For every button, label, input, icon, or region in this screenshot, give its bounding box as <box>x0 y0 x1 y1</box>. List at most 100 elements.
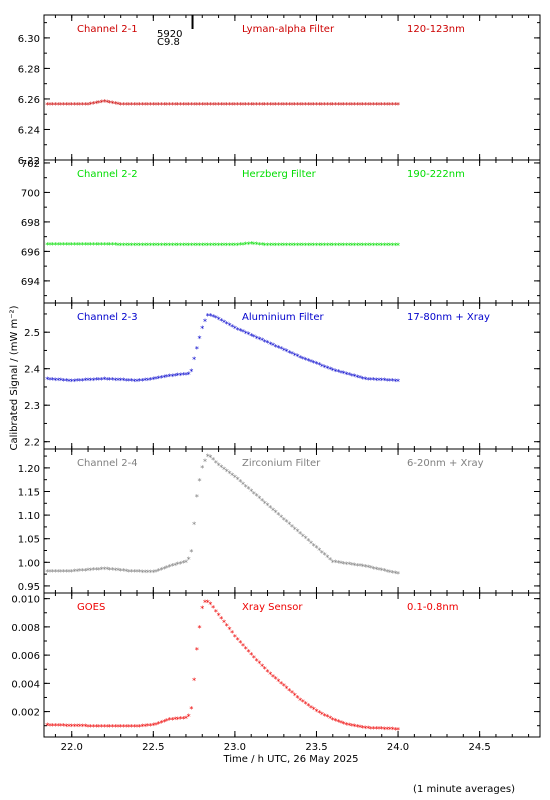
data-point: * <box>211 313 215 322</box>
data-point: * <box>184 242 188 251</box>
data-point: * <box>127 377 131 386</box>
data-point: * <box>276 101 280 110</box>
data-point: * <box>113 376 117 385</box>
data-point: * <box>238 101 242 110</box>
data-point: * <box>369 376 373 385</box>
data-point: * <box>304 242 308 251</box>
data-point: * <box>143 568 147 577</box>
data-point: * <box>287 521 291 530</box>
data-point: * <box>285 518 289 527</box>
data-point: * <box>138 377 142 386</box>
data-point: * <box>119 377 123 386</box>
data-point: * <box>200 242 204 251</box>
y-tick-label: 0.95 <box>18 582 40 593</box>
data-point: * <box>140 241 144 250</box>
data-point: * <box>317 101 321 110</box>
data-point: * <box>75 241 79 250</box>
data-point: * <box>170 242 174 251</box>
data-point: * <box>91 723 95 732</box>
data-point: * <box>314 708 318 717</box>
data-point: * <box>374 565 378 574</box>
data-point: * <box>344 560 348 569</box>
data-point: * <box>382 725 386 734</box>
data-point: * <box>309 358 313 367</box>
data-point: * <box>132 101 136 110</box>
data-point: * <box>157 720 161 729</box>
data-point: * <box>113 241 117 250</box>
data-point: * <box>168 716 172 725</box>
data-point: * <box>130 101 134 110</box>
data-point: * <box>86 377 90 386</box>
data-point: * <box>208 453 212 462</box>
data-point: * <box>124 377 128 386</box>
data-point: * <box>206 599 210 608</box>
data-point: * <box>328 715 332 724</box>
data-point: * <box>268 101 272 110</box>
data-point: * <box>173 372 177 381</box>
data-point: * <box>358 562 362 571</box>
data-point: * <box>361 375 365 384</box>
data-point: * <box>391 242 395 251</box>
data-point: * <box>236 326 240 335</box>
data-point: * <box>130 241 134 250</box>
data-point: * <box>249 101 253 110</box>
y-tick-label: 6.24 <box>18 125 40 136</box>
data-point: * <box>192 677 196 686</box>
data-point: * <box>328 556 332 565</box>
data-point: * <box>312 242 316 251</box>
data-point: * <box>314 360 318 369</box>
data-point: * <box>124 723 128 732</box>
data-point: * <box>179 242 183 251</box>
data-point: * <box>151 101 155 110</box>
data-point: * <box>127 241 131 250</box>
data-point: * <box>238 478 242 487</box>
data-point: * <box>285 348 289 357</box>
data-point: * <box>219 463 223 472</box>
data-point: * <box>81 101 85 110</box>
data-point: * <box>282 101 286 110</box>
data-point: * <box>75 723 79 732</box>
data-point: * <box>385 377 389 386</box>
data-point: * <box>266 101 270 110</box>
data-point: * <box>203 101 207 110</box>
data-point: * <box>233 473 237 482</box>
data-point: * <box>45 722 49 731</box>
data-point: * <box>263 499 267 508</box>
data-point: * <box>334 242 338 251</box>
data-point: * <box>113 566 117 575</box>
data-point: * <box>184 558 188 567</box>
data-point: * <box>279 242 283 251</box>
data-point: * <box>222 318 226 327</box>
data-point: * <box>230 242 234 251</box>
data-point: * <box>59 377 63 386</box>
data-point: * <box>154 568 158 577</box>
data-point: * <box>119 567 123 576</box>
data-point: * <box>121 377 125 386</box>
data-point: * <box>380 242 384 251</box>
data-point: * <box>138 241 142 250</box>
data-point: * <box>143 377 147 386</box>
data-point: * <box>363 242 367 251</box>
data-point: * <box>350 242 354 251</box>
data-point: * <box>143 241 147 250</box>
data-point: * <box>396 570 400 579</box>
data-point: * <box>149 722 153 731</box>
data-point: * <box>140 377 144 386</box>
data-point: * <box>298 242 302 251</box>
data-point: * <box>203 599 207 608</box>
data-point: * <box>132 723 136 732</box>
data-point: * <box>214 314 218 323</box>
data-point: * <box>225 467 229 476</box>
y-tick-label: 698 <box>21 218 40 229</box>
data-point: * <box>382 101 386 110</box>
data-point: * <box>116 241 120 250</box>
data-point: * <box>290 689 294 698</box>
data-point: * <box>195 646 199 655</box>
data-point: * <box>325 364 329 373</box>
data-point: * <box>393 377 397 386</box>
data-point: * <box>168 373 172 382</box>
data-point: * <box>274 101 278 110</box>
x-tick-label: 22.5 <box>142 742 164 753</box>
data-point: * <box>187 556 191 565</box>
data-point: * <box>222 101 226 110</box>
